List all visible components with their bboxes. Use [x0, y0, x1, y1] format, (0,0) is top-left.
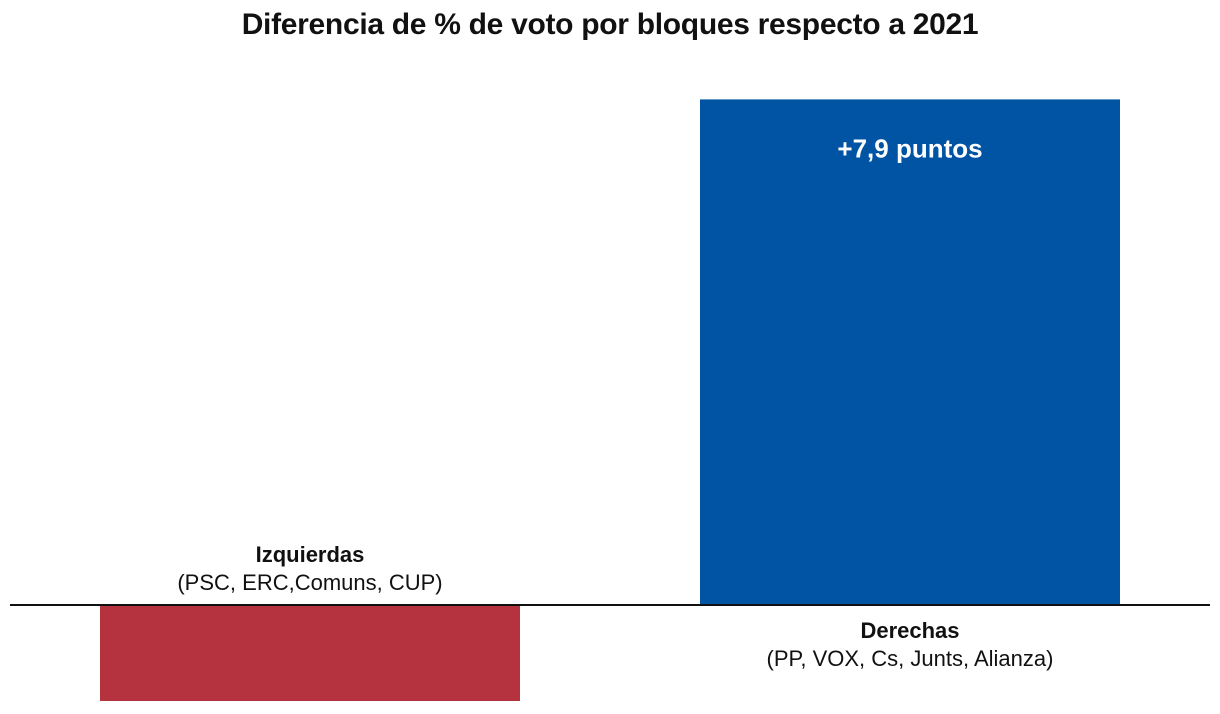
bar-derechas — [700, 99, 1120, 606]
data-label-derechas: +7,9 puntos — [837, 133, 982, 163]
category-parties-derechas: (PP, VOX, Cs, Junts, Alianza) — [767, 646, 1054, 671]
bars-layer — [100, 99, 1120, 701]
labels-layer: Izquierdas (PSC, ERC,Comuns, CUP) Derechas… — [177, 133, 1053, 671]
category-parties-izquierdas: (PSC, ERC,Comuns, CUP) — [177, 570, 442, 595]
category-label-derechas: Derechas — [860, 618, 959, 643]
category-label-izquierdas: Izquierdas — [256, 542, 365, 567]
chart-title: Diferencia de % de voto por bloques resp… — [241, 8, 979, 41]
bar-izquierdas — [100, 605, 520, 701]
